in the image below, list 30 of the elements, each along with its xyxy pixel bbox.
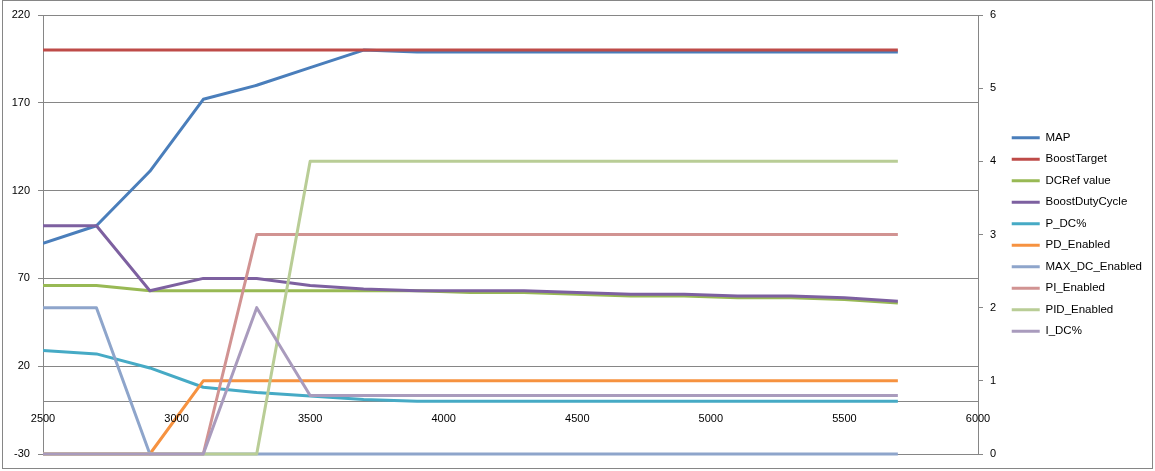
y2-tick-label: 3: [990, 227, 997, 240]
y2-tick-label: 2: [990, 300, 997, 313]
x-tick-label: 2500: [30, 411, 56, 424]
y-tick-label: -30: [14, 447, 30, 460]
y-tick-label: 70: [17, 271, 30, 284]
legend-label: I_DC%: [1045, 324, 1082, 337]
legend-label: BoostDutyCycle: [1045, 195, 1128, 208]
y-tick-label: 170: [11, 95, 30, 108]
x-tick-label: 4000: [431, 411, 456, 424]
x-tick-label: 6000: [965, 411, 991, 424]
legend-label: MAP: [1045, 130, 1071, 143]
legend-label: BoostTarget: [1045, 152, 1108, 165]
x-tick-label: 4500: [565, 411, 590, 424]
y2-tick-label: 0: [990, 447, 997, 460]
y2-tick-label: 1: [990, 373, 997, 386]
y2-tick-label: 6: [990, 8, 997, 21]
x-tick-label: 5500: [832, 411, 857, 424]
y-tick-label: 20: [17, 359, 30, 372]
legend-label: MAX_DC_Enabled: [1045, 259, 1143, 272]
legend-label: PI_Enabled: [1045, 281, 1105, 294]
y2-tick-label: 5: [990, 81, 997, 94]
x-tick-label: 5000: [698, 411, 724, 424]
x-tick-label: 3500: [297, 411, 323, 424]
legend-label: PID_Enabled: [1045, 302, 1114, 315]
y-tick-label: 220: [11, 8, 30, 21]
legend-label: P_DC%: [1045, 216, 1087, 229]
y2-tick-label: 4: [990, 154, 997, 167]
legend-label: PD_Enabled: [1045, 238, 1111, 251]
legend-label: DCRef value: [1045, 173, 1111, 186]
y-tick-label: 120: [11, 183, 30, 196]
